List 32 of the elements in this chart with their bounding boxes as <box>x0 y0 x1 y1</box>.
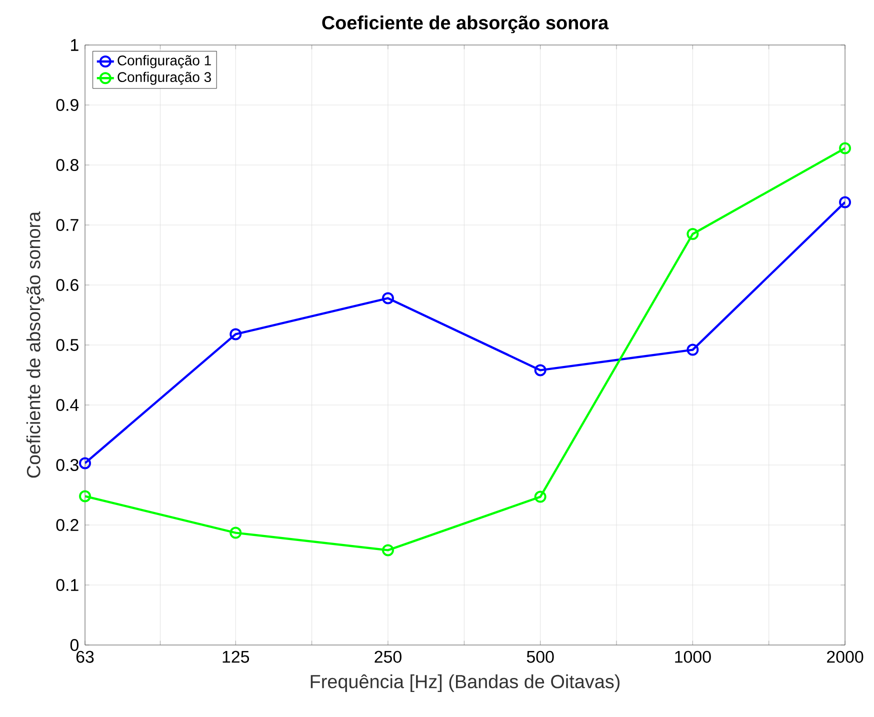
point <box>839 142 852 154</box>
x-tick-label: 1000 <box>675 650 711 663</box>
y-tick-label: 1 <box>71 39 78 51</box>
x-tick-label: 250 <box>374 650 402 663</box>
y-tick-label: 0.9 <box>56 98 78 111</box>
x-tick-label: 125 <box>222 650 250 663</box>
x-tick-label: 2000 <box>827 650 864 663</box>
y-tick-label: 0 <box>70 639 79 651</box>
point <box>686 344 699 356</box>
y-tick-label: 0.6 <box>56 279 78 291</box>
x-tick-label: 63 <box>76 650 94 663</box>
y-axis-title: Coeficiente de absorção sonora <box>26 211 44 478</box>
y-tick-label: 0.4 <box>56 399 79 411</box>
point <box>686 228 699 240</box>
y-tick-label: 0.2 <box>56 519 78 531</box>
y-tick-label: 0.1 <box>56 579 78 591</box>
point <box>534 364 546 376</box>
point <box>839 196 852 208</box>
legend-label: Configuração 3 <box>118 72 211 85</box>
x-tick-label: 500 <box>526 650 554 663</box>
point <box>382 292 394 304</box>
y-tick-label: 0.7 <box>56 218 78 231</box>
legend-label: Configuração 1 <box>118 55 211 68</box>
point <box>230 526 242 539</box>
point <box>382 544 394 556</box>
chart-title: Coeficiente de absorção sonora <box>322 16 609 34</box>
x-axis-title: Frequência [Hz] (Bandas de Oitavas) <box>310 674 620 692</box>
y-tick-label: 0.5 <box>56 339 78 351</box>
point <box>534 490 546 503</box>
y-tick-label: 0.8 <box>56 158 78 171</box>
point <box>230 328 242 340</box>
y-tick-label: 0.3 <box>56 459 78 471</box>
